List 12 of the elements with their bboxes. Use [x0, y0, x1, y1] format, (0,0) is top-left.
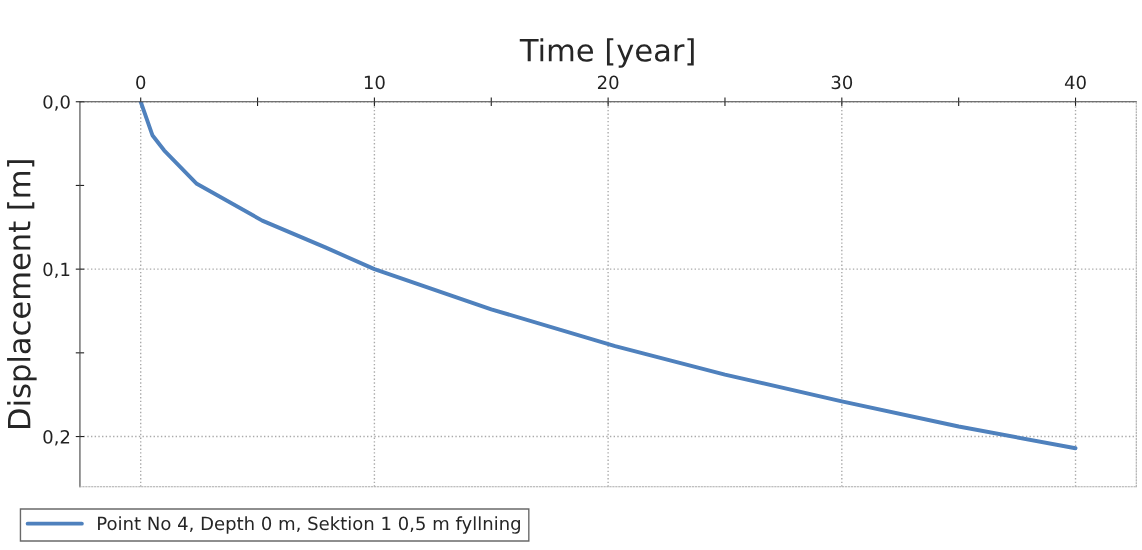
- y-tick-label: 0,1: [43, 262, 70, 279]
- y-tick-label: 0,2: [43, 429, 70, 446]
- x-tick-label: 10: [364, 75, 385, 90]
- x-tick-label: 0: [136, 75, 146, 90]
- x-tick-label: 20: [597, 75, 619, 90]
- x-axis-title: Time [year]: [519, 38, 694, 68]
- y-tick-label: 0,0: [43, 95, 70, 111]
- y-axis-title: Displacement [m]: [7, 160, 37, 428]
- x-tick-label: 40: [1064, 75, 1086, 90]
- line-series: [138, 101, 1078, 451]
- x-tick-label: 30: [831, 75, 853, 90]
- legend-label: Point No 4, Depth 0 m, Sektion 1 0,5 m fyllning: [98, 516, 520, 534]
